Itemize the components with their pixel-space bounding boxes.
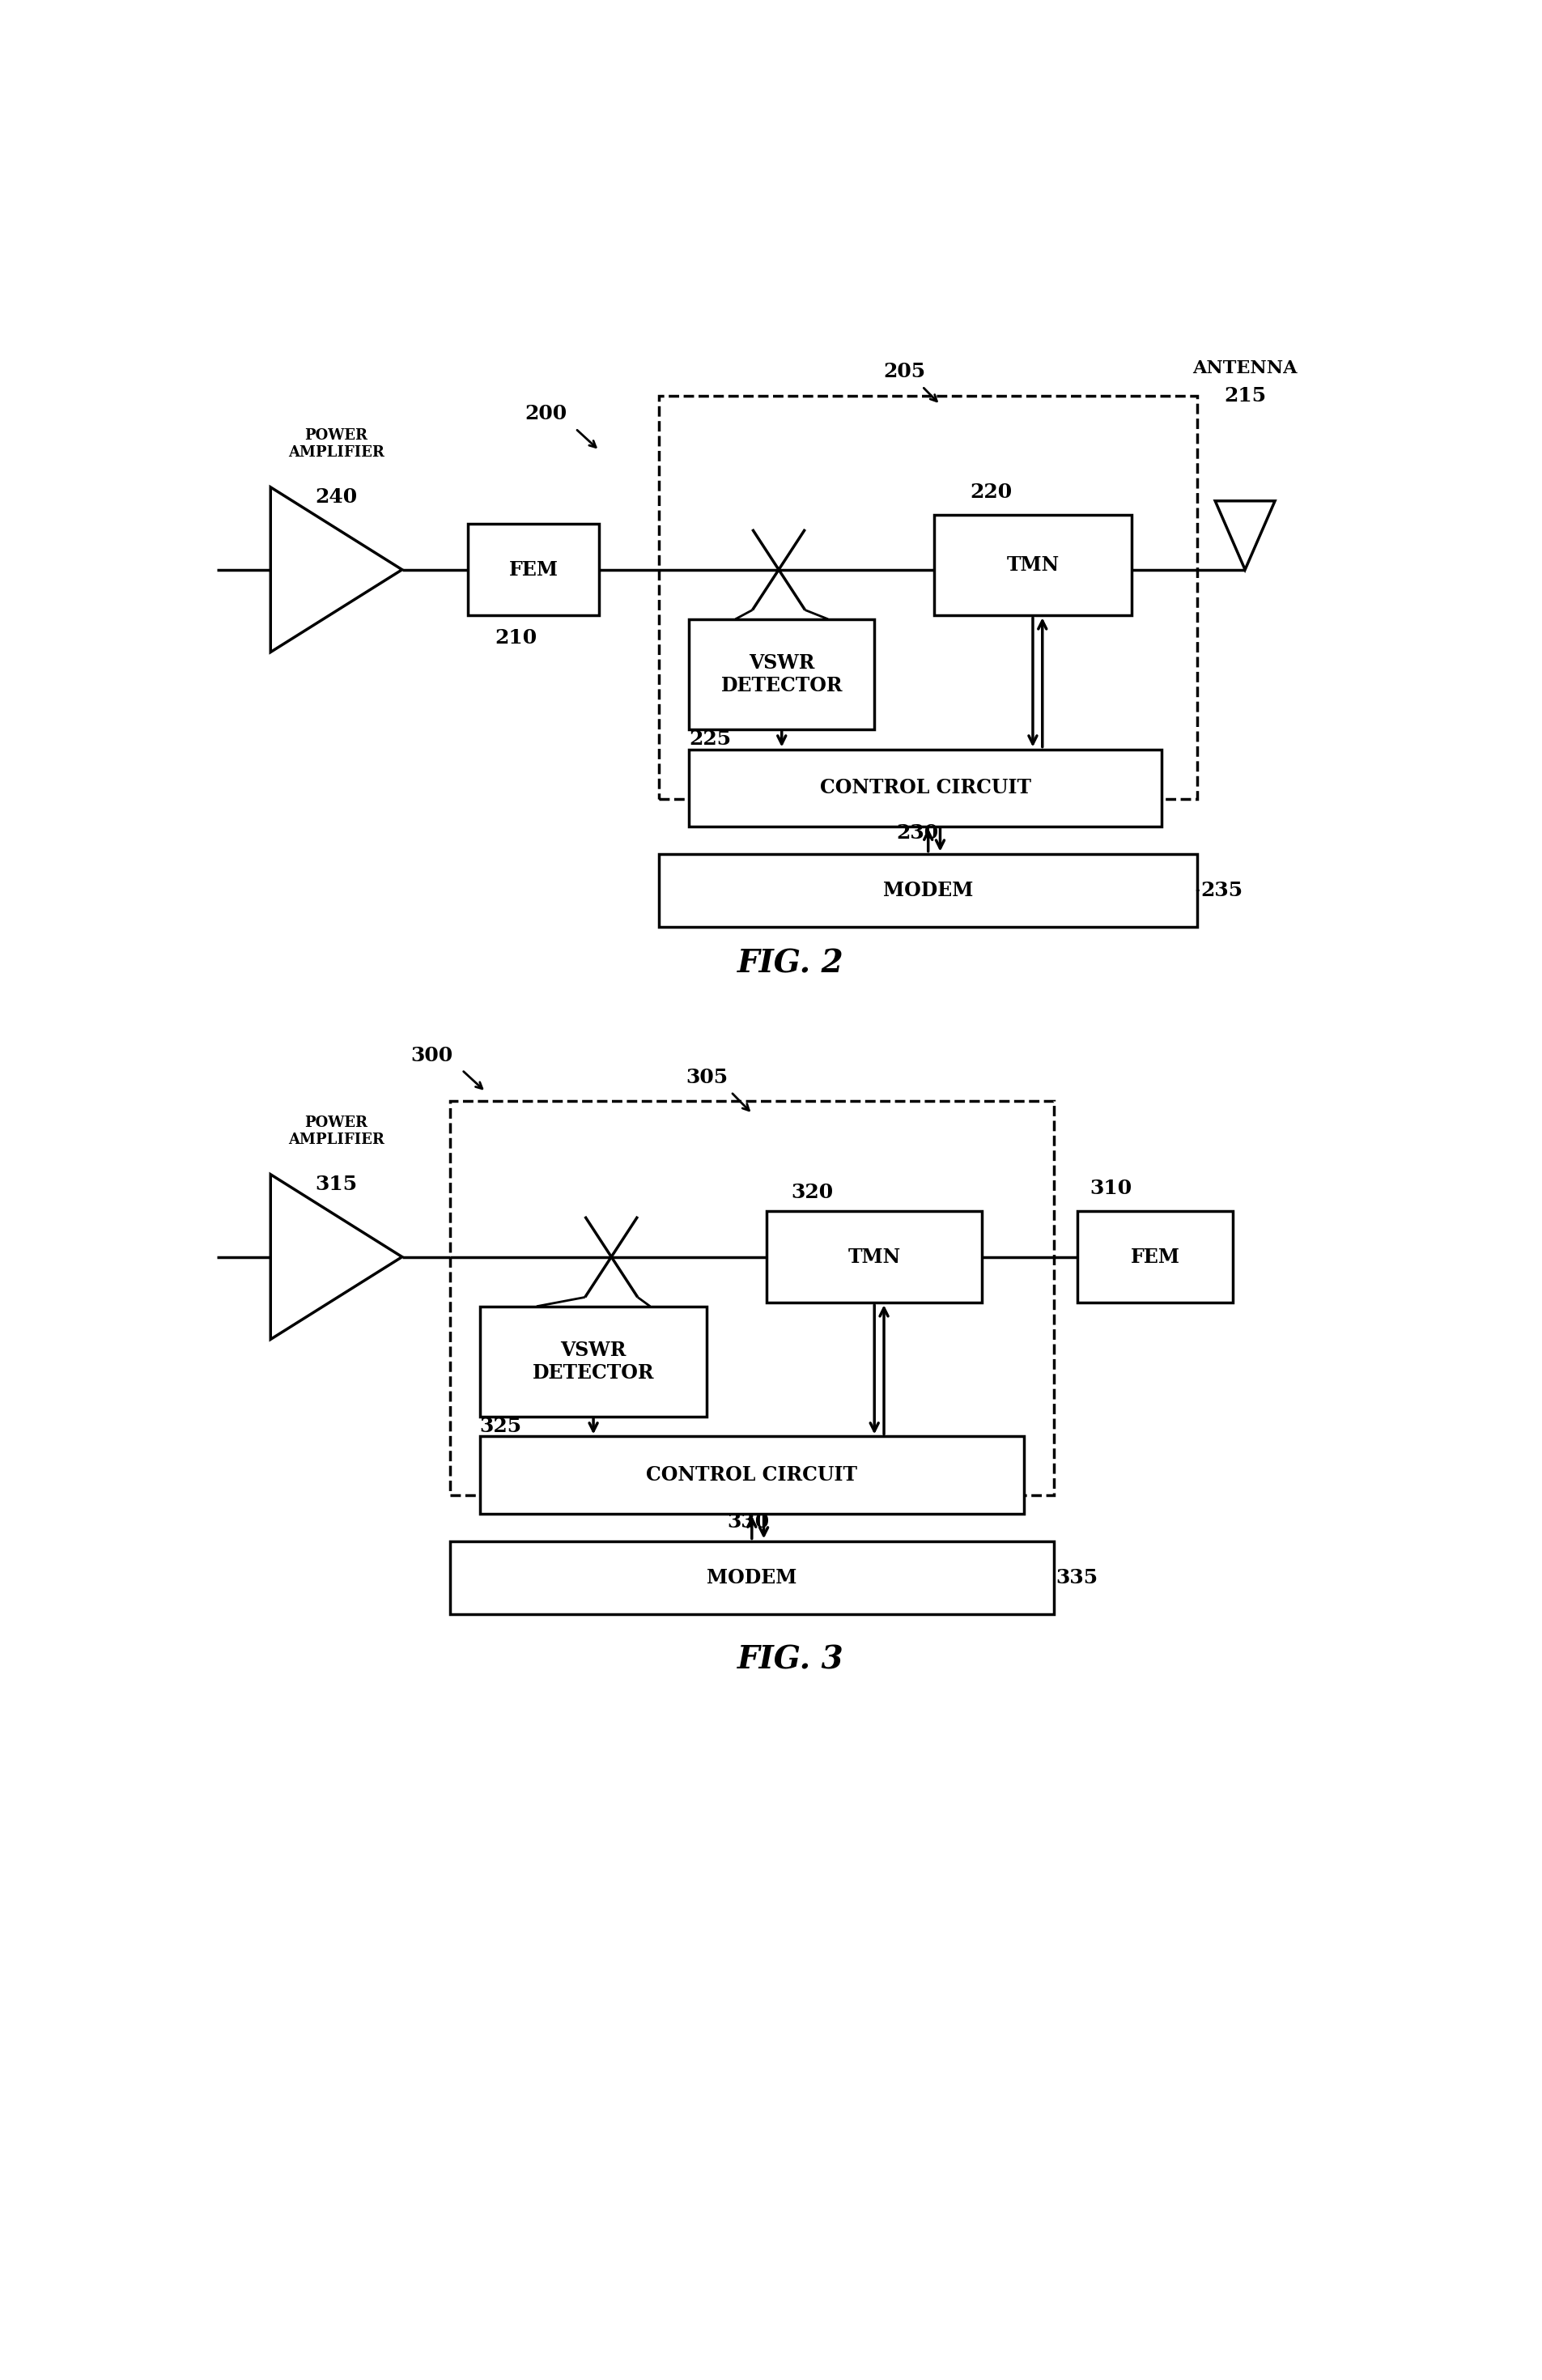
Text: 235: 235 — [1200, 881, 1243, 900]
Text: ANTENNA: ANTENNA — [1192, 359, 1297, 376]
FancyBboxPatch shape — [689, 619, 874, 728]
Text: POWER
AMPLIFIER: POWER AMPLIFIER — [288, 1116, 384, 1147]
FancyBboxPatch shape — [480, 1438, 1024, 1514]
Text: 320: 320 — [790, 1183, 833, 1202]
Text: FIG. 3: FIG. 3 — [737, 1645, 843, 1676]
Text: 315: 315 — [315, 1173, 358, 1195]
Text: 325: 325 — [480, 1416, 521, 1435]
Text: 215: 215 — [1223, 386, 1266, 405]
Text: POWER
AMPLIFIER: POWER AMPLIFIER — [288, 428, 384, 459]
Text: CONTROL CIRCUIT: CONTROL CIRCUIT — [819, 778, 1030, 797]
Text: 220: 220 — [970, 483, 1012, 502]
Text: 210: 210 — [495, 628, 537, 647]
Text: 300: 300 — [410, 1045, 453, 1064]
Text: 225: 225 — [689, 728, 731, 750]
Polygon shape — [270, 1173, 402, 1340]
Text: MODEM: MODEM — [706, 1568, 797, 1587]
Text: 200: 200 — [524, 405, 566, 424]
Text: VSWR
DETECTOR: VSWR DETECTOR — [720, 652, 842, 695]
Text: FEM: FEM — [509, 559, 558, 578]
Text: 335: 335 — [1056, 1568, 1098, 1587]
Text: FEM: FEM — [1130, 1247, 1180, 1266]
Text: TMN: TMN — [1005, 555, 1059, 576]
Text: TMN: TMN — [848, 1247, 901, 1266]
Text: 205: 205 — [882, 362, 925, 381]
Text: 230: 230 — [896, 823, 938, 843]
FancyBboxPatch shape — [933, 514, 1130, 616]
FancyBboxPatch shape — [689, 750, 1161, 826]
Polygon shape — [270, 488, 402, 652]
Text: FIG. 2: FIG. 2 — [737, 947, 843, 978]
Text: 330: 330 — [726, 1511, 769, 1533]
Polygon shape — [1215, 500, 1274, 569]
FancyBboxPatch shape — [658, 854, 1197, 928]
FancyBboxPatch shape — [1076, 1211, 1232, 1302]
Text: 310: 310 — [1089, 1178, 1132, 1197]
FancyBboxPatch shape — [766, 1211, 981, 1302]
FancyBboxPatch shape — [480, 1307, 706, 1416]
FancyBboxPatch shape — [467, 524, 598, 616]
Text: CONTROL CIRCUIT: CONTROL CIRCUIT — [646, 1466, 857, 1485]
FancyBboxPatch shape — [450, 1540, 1053, 1614]
Text: 305: 305 — [686, 1069, 728, 1088]
Text: VSWR
DETECTOR: VSWR DETECTOR — [532, 1340, 654, 1383]
Text: MODEM: MODEM — [882, 881, 973, 900]
Text: 240: 240 — [315, 488, 358, 507]
